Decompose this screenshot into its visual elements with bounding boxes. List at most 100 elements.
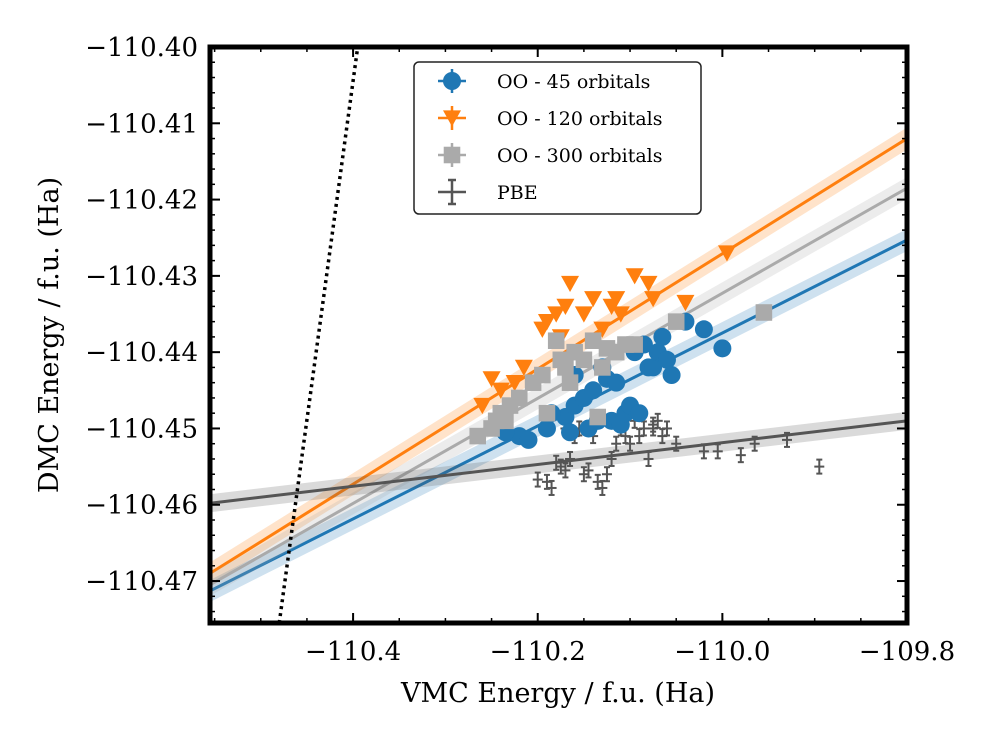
y-axis-label: DMC Energy / f.u. (Ha) xyxy=(34,177,65,493)
data-point-s2-19 xyxy=(644,291,663,308)
y-tick-label-7: −110.46 xyxy=(85,491,198,521)
x-tick-label-3: −110.0 xyxy=(674,637,770,667)
legend-label-4: PBE xyxy=(497,182,538,204)
data-point-s4-34 xyxy=(781,431,792,448)
data-point-s1-4 xyxy=(537,419,556,438)
data-point-s3-12 xyxy=(557,359,574,376)
data-point-s3-15 xyxy=(575,351,593,369)
data-point-s2-13 xyxy=(593,321,612,338)
data-point-s1-21 xyxy=(644,358,663,377)
data-point-s4-35 xyxy=(814,458,825,475)
data-point-s1-3 xyxy=(519,430,538,449)
data-point-s3-18 xyxy=(594,359,611,376)
data-point-s4-28 xyxy=(661,420,672,437)
data-point-s3-16 xyxy=(584,332,602,350)
data-point-s3-10 xyxy=(547,332,565,350)
data-point-s1-25 xyxy=(662,366,681,385)
fit-line-3 xyxy=(210,186,907,587)
data-point-s4-6 xyxy=(560,462,571,479)
data-point-s1-10 xyxy=(584,381,603,400)
data-point-s2-4 xyxy=(505,375,524,392)
y-tick-label-6: −110.45 xyxy=(85,414,198,444)
data-point-s4-33 xyxy=(749,435,760,452)
data-point-s1-24 xyxy=(657,350,676,369)
reference-line xyxy=(277,47,360,623)
data-point-s4-31 xyxy=(712,443,723,460)
data-point-s2-9 xyxy=(556,298,575,315)
data-point-s3-25 xyxy=(497,412,514,430)
data-point-s2-17 xyxy=(625,268,644,285)
legend-label-2: OO - 120 orbitals xyxy=(497,108,663,130)
data-point-s4-14 xyxy=(597,479,608,496)
y-tick-label-1: −110.40 xyxy=(85,33,198,63)
y-tick-label-4: −110.43 xyxy=(85,262,198,292)
x-tick-label-4: −109.8 xyxy=(859,637,955,667)
legend-marker-3 xyxy=(443,146,461,164)
data-point-s2-12 xyxy=(584,291,603,308)
data-point-s4-30 xyxy=(698,443,709,460)
legend-marker-4 xyxy=(438,178,466,206)
data-point-s4-4 xyxy=(551,454,562,471)
data-point-s1-6 xyxy=(561,423,580,442)
data-point-s4-7 xyxy=(565,450,576,467)
legend-label-1: OO - 45 orbitals xyxy=(497,71,650,93)
data-point-s2-2 xyxy=(482,371,501,388)
data-point-s4-29 xyxy=(671,435,682,452)
data-point-s4-10 xyxy=(578,466,589,483)
data-point-s4-1 xyxy=(532,471,543,488)
data-point-s2-11 xyxy=(574,306,593,323)
data-point-s4-32 xyxy=(735,447,746,464)
data-point-s4-16 xyxy=(606,450,617,467)
plot-area xyxy=(210,47,907,623)
legend-label-3: OO - 300 orbitals xyxy=(497,145,663,167)
x-tick-label-2: −110.2 xyxy=(490,637,586,667)
data-point-s2-21 xyxy=(717,245,736,262)
y-tick-label-2: −110.41 xyxy=(85,109,198,139)
data-point-s2-16 xyxy=(611,306,630,323)
data-point-s1-23 xyxy=(653,327,672,346)
data-point-s1-18 xyxy=(630,404,649,423)
data-point-s4-17 xyxy=(611,435,622,452)
y-tick-label-3: −110.42 xyxy=(85,186,198,216)
data-point-s2-10 xyxy=(561,275,580,293)
data-point-s3-9 xyxy=(538,404,556,422)
data-point-s4-11 xyxy=(583,462,594,479)
data-point-s2-1 xyxy=(473,397,492,415)
data-point-s3-24 xyxy=(755,304,773,321)
x-axis-label: VMC Energy / f.u. (Ha) xyxy=(400,678,715,709)
data-point-s1-28 xyxy=(713,339,732,358)
data-point-s2-18 xyxy=(639,275,658,293)
axes: −110.4 −110.2 −110.0 −109.8 −110.40 −110.41 −1… xyxy=(85,33,955,667)
data-point-s3-17 xyxy=(589,408,607,426)
legend: OO - 45 orbitals OO - 120 orbitals OO - 30… xyxy=(413,61,702,215)
data-point-s2-20 xyxy=(676,294,695,312)
data-point-s4-20 xyxy=(625,435,636,452)
legend-marker-2 xyxy=(443,110,461,127)
data-point-s4-37 xyxy=(648,416,659,433)
data-point-s4-24 xyxy=(643,450,654,467)
data-point-s4-23 xyxy=(638,420,649,437)
data-point-s4-3 xyxy=(546,479,557,496)
data-point-s1-30 xyxy=(607,373,626,392)
plot-frame xyxy=(207,44,910,626)
legend-box xyxy=(413,61,702,215)
data-point-s1-27 xyxy=(694,320,713,339)
data-point-s2-15 xyxy=(607,291,626,308)
data-point-s2-3 xyxy=(491,382,510,399)
data-point-s3-1 xyxy=(469,427,487,445)
y-tick-label-5: −110.44 xyxy=(85,338,198,368)
data-point-s3-22 xyxy=(626,336,643,353)
data-point-s3-13 xyxy=(561,374,579,391)
x-tick-label-1: −110.4 xyxy=(305,637,401,667)
data-point-s4-15 xyxy=(601,466,612,483)
data-point-s3-8 xyxy=(534,366,551,384)
legend-box-group: OO - 45 orbitals OO - 120 orbitals OO - 30… xyxy=(413,61,702,215)
data-point-s2-8 xyxy=(547,306,566,323)
data-point-s2-5 xyxy=(514,359,533,376)
data-point-s2-7 xyxy=(537,313,556,331)
legend-marker-1 xyxy=(443,72,461,90)
data-point-s3-23 xyxy=(667,313,685,330)
y-tick-label-8: −110.47 xyxy=(85,567,198,597)
data-point-s4-26 xyxy=(652,412,663,429)
